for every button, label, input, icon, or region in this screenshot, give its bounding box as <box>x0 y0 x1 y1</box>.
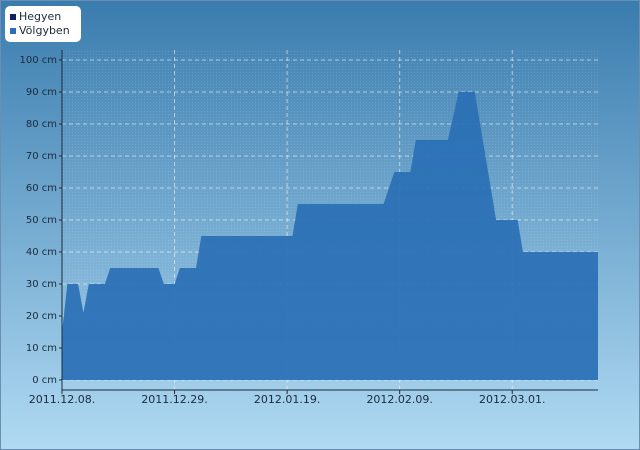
y-tick-label: 60 cm <box>26 183 57 194</box>
legend-swatch <box>10 28 16 34</box>
y-tick-label: 80 cm <box>26 119 57 130</box>
y-tick-label: 0 cm <box>32 375 57 386</box>
legend-label: Hegyen <box>19 10 61 23</box>
legend-box <box>5 6 81 42</box>
x-tick-label: 2011.12.29. <box>141 393 207 406</box>
y-tick-label: 100 cm <box>19 55 57 66</box>
y-tick-label: 50 cm <box>26 215 57 226</box>
legend-swatch <box>10 14 16 20</box>
legend-label: Völgyben <box>19 24 70 37</box>
x-tick-label: 2012.03.01. <box>479 393 545 406</box>
x-tick-label: 2012.01.19. <box>254 393 320 406</box>
y-tick-label: 30 cm <box>26 279 57 290</box>
y-tick-label: 40 cm <box>26 247 57 258</box>
y-tick-label: 10 cm <box>26 343 57 354</box>
y-tick-label: 20 cm <box>26 311 57 322</box>
y-tick-label: 70 cm <box>26 151 57 162</box>
area <box>62 92 598 380</box>
x-tick-label: 2012.02.09. <box>366 393 432 406</box>
x-tick-label: 2011.12.08. <box>29 393 95 406</box>
y-tick-label: 90 cm <box>26 87 57 98</box>
